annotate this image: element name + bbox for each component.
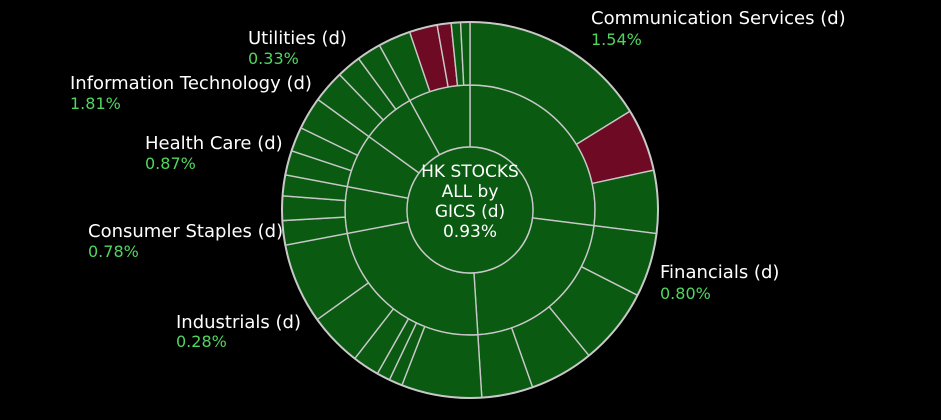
value-information-technology: 1.81% [70,94,121,113]
value-consumer-staples: 0.78% [88,242,139,261]
center-label: HK STOCKS ALL by GICS (d) 0.93% [410,162,530,242]
center-title-line2: ALL by [441,182,499,202]
value-health-care: 0.87% [145,154,196,173]
center-title-line3: GICS (d) [434,202,506,222]
value-communication-services: 1.54% [591,30,642,49]
center-value: 0.93% [442,222,497,242]
label-financials[interactable]: Financials (d) [660,262,780,283]
value-utilities: 0.33% [248,49,299,68]
label-consumer-staples[interactable]: Consumer Staples (d) [88,221,284,242]
center-disc[interactable] [406,146,534,274]
label-industrials[interactable]: Industrials (d) [176,312,301,333]
value-financials: 0.80% [660,284,711,303]
center-title-line1: HK STOCKS [421,162,519,182]
label-utilities[interactable]: Utilities (d) [248,28,347,49]
label-communication-services[interactable]: Communication Services (d) [591,8,846,29]
label-information-technology[interactable]: Information Technology (d) [70,73,312,94]
value-industrials: 0.28% [176,332,227,351]
label-health-care[interactable]: Health Care (d) [145,133,283,154]
outer-ring [281,21,659,399]
